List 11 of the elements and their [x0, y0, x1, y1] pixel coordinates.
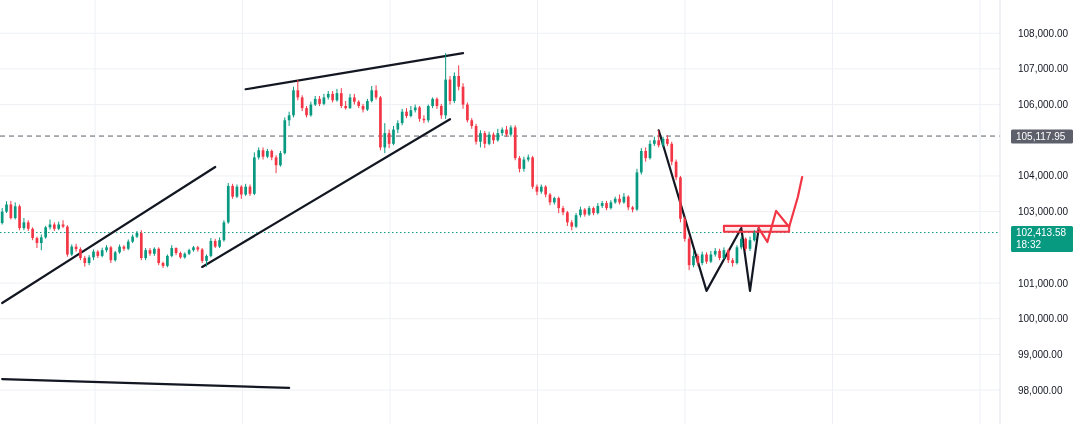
- y-tick-label: 106,000.00: [1018, 99, 1069, 111]
- y-tick-label: 101,000.00: [1018, 277, 1069, 289]
- ref-line-label: 102,413.58 18:32: [1016, 227, 1067, 251]
- y-tick-label: 98,000.00: [1018, 384, 1063, 396]
- ref-line-label: 105,117.95: [1016, 130, 1066, 142]
- y-tick-label: 107,000.00: [1018, 63, 1069, 75]
- y-tick-label: 104,000.00: [1018, 170, 1069, 182]
- y-tick-label: 99,000.00: [1018, 348, 1063, 360]
- y-tick-label: 103,000.00: [1018, 206, 1069, 218]
- y-tick-label: 100,000.00: [1018, 313, 1069, 325]
- y-tick-label: 108,000.00: [1018, 27, 1069, 39]
